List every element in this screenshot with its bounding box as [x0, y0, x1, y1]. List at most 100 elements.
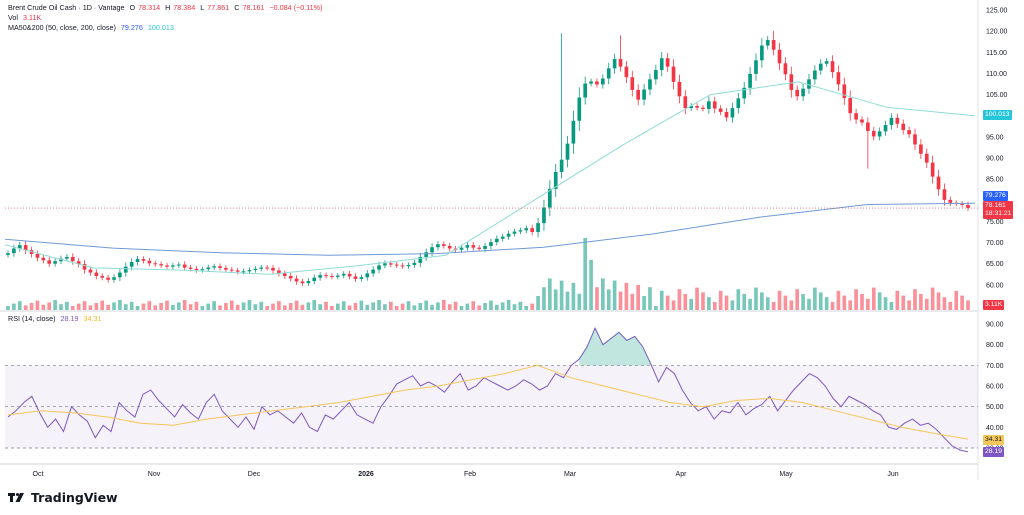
volume-bar: [813, 287, 817, 310]
candle-body: [17, 245, 22, 249]
candle-body: [224, 267, 228, 270]
candle-body: [583, 83, 588, 98]
candle-body: [483, 245, 487, 249]
candle-body: [848, 97, 853, 114]
volume-bar: [41, 304, 46, 310]
volume-bar: [954, 290, 959, 310]
price-tick-label: 120.00: [986, 29, 1008, 36]
candle-body: [212, 266, 216, 268]
candle-body: [171, 265, 175, 267]
rsi-tick-label: 70.00: [986, 363, 1004, 370]
price-tick-label: 70.00: [986, 240, 1004, 247]
candle-body: [765, 40, 770, 46]
volume-bar: [218, 305, 222, 310]
candle-body: [436, 244, 440, 248]
candle-body: [153, 263, 158, 265]
candle-body: [683, 96, 688, 109]
volume-bar: [506, 300, 511, 310]
volume-bar: [271, 303, 275, 310]
volume-bar: [930, 287, 935, 310]
volume-bar: [771, 302, 776, 310]
volume-bar: [489, 300, 493, 310]
volume-bar: [712, 302, 717, 310]
volume-bar: [171, 304, 175, 310]
candle-body: [406, 264, 411, 267]
volume-bar: [942, 297, 947, 310]
volume-bar: [754, 287, 758, 310]
rsi-tick-label: 40.00: [986, 425, 1004, 432]
candle-body: [235, 270, 240, 272]
rsi-ma-badge: 34.31: [983, 435, 1005, 445]
volume-badge: 3.11K: [983, 300, 1005, 310]
candle-body: [518, 230, 523, 232]
candle-body: [341, 273, 346, 276]
candle-body: [206, 267, 211, 270]
volume-bar: [701, 292, 705, 310]
candle-body: [182, 264, 187, 268]
volume-bar: [854, 289, 858, 310]
volume-bar: [960, 295, 964, 310]
candle-body: [824, 61, 829, 64]
candle-body: [35, 253, 40, 258]
rsi-ma-value: 34.31: [83, 314, 102, 323]
candle-body: [665, 58, 670, 67]
ma50-line: [4, 81, 976, 275]
volume-bar: [530, 303, 534, 310]
candle-body: [524, 228, 529, 231]
candle-body: [500, 236, 505, 239]
candle-body: [712, 101, 717, 109]
rsi-label[interactable]: RSI (14, close): [8, 314, 56, 323]
volume-bar: [94, 303, 99, 310]
candle-body: [642, 89, 646, 100]
rsi-line: [7, 326, 969, 453]
tradingview-logo[interactable]: TradingView: [8, 490, 118, 505]
candle-body: [907, 130, 911, 135]
candle-body: [736, 98, 741, 109]
time-axis-label: Nov: [148, 471, 161, 478]
volume-bar: [165, 300, 169, 310]
volume-bar: [618, 291, 623, 310]
high-label: H: [165, 3, 171, 12]
candle-body: [88, 269, 93, 273]
price-tick-label: 75.00: [986, 219, 1004, 226]
candle-body: [106, 277, 110, 280]
volume-bar: [866, 298, 870, 310]
candle-body: [512, 231, 517, 234]
volume-bar: [76, 303, 81, 310]
volume-bar: [112, 302, 116, 310]
volume-bar: [595, 287, 599, 310]
candle-body: [689, 105, 694, 109]
volume-bar: [377, 300, 381, 310]
rsi-ma-line: [7, 364, 969, 440]
volume-bar: [29, 303, 34, 310]
volume-bar: [665, 295, 670, 310]
volume-bar: [524, 306, 529, 310]
volume-value: 3.11K: [23, 13, 42, 22]
time-axis-label: Jun: [887, 471, 898, 478]
volume-bar: [913, 289, 917, 310]
candle-body: [930, 162, 935, 177]
volume-bar: [212, 301, 216, 310]
volume-label[interactable]: Vol: [8, 13, 18, 22]
volume-bar: [518, 301, 523, 310]
volume-bar: [294, 300, 299, 310]
candle-body: [606, 68, 611, 79]
volume-bar: [53, 300, 57, 310]
volume-bar: [312, 300, 317, 310]
volume-bar: [548, 278, 552, 310]
symbol-title[interactable]: Brent Crude Oil Cash · 1D · Vantage: [8, 3, 125, 12]
ma-label[interactable]: MA50&200 (50, close, 200, close): [8, 23, 116, 32]
volume-bar: [689, 298, 694, 310]
volume-bar: [288, 303, 293, 310]
volume-bar: [47, 302, 52, 310]
volume-bar: [571, 282, 576, 310]
candle-body: [477, 247, 481, 249]
candle-body: [135, 259, 140, 263]
candle-body: [671, 66, 676, 82]
candle-body: [901, 123, 906, 131]
volume-bar: [235, 304, 240, 310]
candle-body: [147, 260, 152, 264]
volume-bar: [318, 304, 322, 310]
candle-body: [636, 89, 641, 100]
